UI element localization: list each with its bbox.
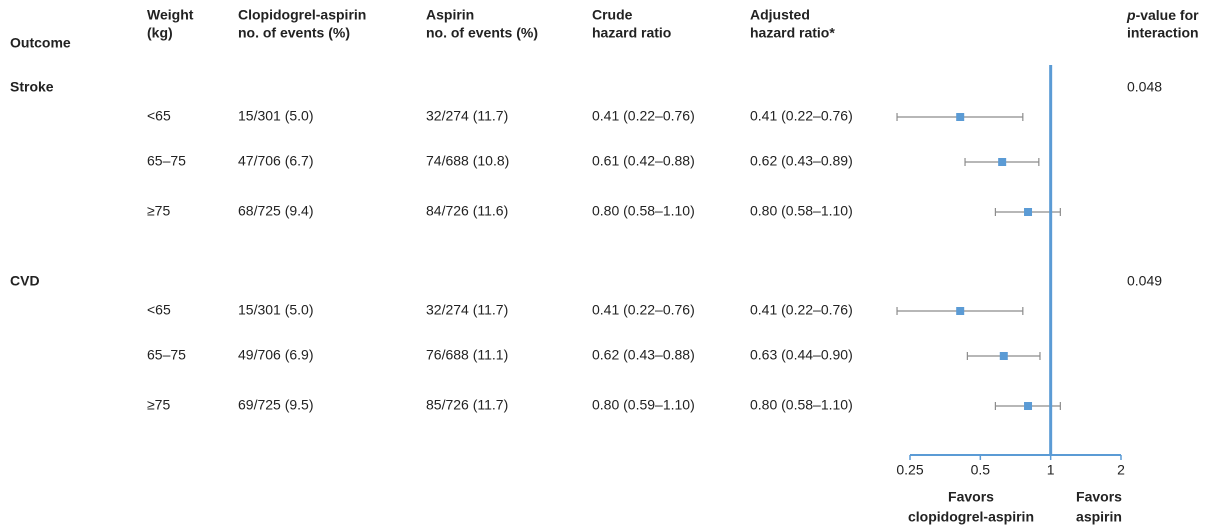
column-header: Aspirin <box>426 7 474 23</box>
cell-crude: 0.80 (0.59–1.10) <box>592 397 695 413</box>
column-header: hazard ratio <box>592 25 671 41</box>
column-header: Crude <box>592 7 633 23</box>
column-header: Clopidogrel-aspirin <box>238 7 366 23</box>
p-italic: p <box>1126 7 1136 23</box>
x-tick-label: 0.25 <box>896 462 923 478</box>
cell-asp: 85/726 (11.7) <box>426 397 508 413</box>
cell-asp: 74/688 (10.8) <box>426 153 509 169</box>
value-label: 0.80 (0.58–1.10) <box>750 397 853 413</box>
value-label: 0.80 (0.58–1.10) <box>750 203 853 219</box>
hr-marker <box>1024 208 1033 216</box>
column-header: p-value for <box>1126 7 1199 23</box>
value-label: 0.41 (0.22–0.76) <box>750 302 853 318</box>
favors-label: aspirin <box>1076 509 1122 525</box>
favors-label: Favors <box>1076 489 1122 505</box>
group-name: Stroke <box>10 79 54 95</box>
cell-weight: ≥75 <box>147 203 170 219</box>
hr-marker <box>1024 402 1033 410</box>
cell-asp: 32/274 (11.7) <box>426 108 508 124</box>
cell-clop: 49/706 (6.9) <box>238 347 314 363</box>
x-tick-label: 0.5 <box>971 462 991 478</box>
cell-crude: 0.61 (0.42–0.88) <box>592 153 695 169</box>
cell-clop: 69/725 (9.5) <box>238 397 314 413</box>
column-header: Weight <box>147 7 194 23</box>
hr-marker <box>956 113 965 121</box>
hr-marker <box>998 158 1007 166</box>
p-value: 0.048 <box>1127 79 1162 95</box>
cell-clop: 68/725 (9.4) <box>238 203 314 219</box>
cell-asp: 32/274 (11.7) <box>426 302 508 318</box>
column-header: interaction <box>1127 25 1199 41</box>
column-header: hazard ratio* <box>750 25 835 41</box>
favors-label: clopidogrel-aspirin <box>908 509 1034 525</box>
cell-asp: 76/688 (11.1) <box>426 347 508 363</box>
column-header: no. of events (%) <box>238 25 350 41</box>
cell-crude: 0.41 (0.22–0.76) <box>592 108 695 124</box>
group-name: CVD <box>10 273 40 289</box>
x-tick-label: 1 <box>1047 462 1055 478</box>
column-header: (kg) <box>147 25 173 41</box>
column-header: no. of events (%) <box>426 25 538 41</box>
x-tick-label: 2 <box>1117 462 1125 478</box>
cell-clop: 47/706 (6.7) <box>238 153 314 169</box>
cell-crude: 0.80 (0.58–1.10) <box>592 203 695 219</box>
value-label: 0.62 (0.43–0.89) <box>750 153 853 169</box>
p-rest: -value for <box>1136 7 1200 23</box>
cell-weight: 65–75 <box>147 153 186 169</box>
cell-clop: 15/301 (5.0) <box>238 302 314 318</box>
cell-weight: <65 <box>147 108 171 124</box>
cell-asp: 84/726 (11.6) <box>426 203 508 219</box>
column-header: Adjusted <box>750 7 810 23</box>
cell-crude: 0.62 (0.43–0.88) <box>592 347 695 363</box>
cell-weight: ≥75 <box>147 397 170 413</box>
value-label: 0.63 (0.44–0.90) <box>750 347 853 363</box>
cell-crude: 0.41 (0.22–0.76) <box>592 302 695 318</box>
hr-marker <box>999 352 1008 360</box>
hr-marker <box>956 307 965 315</box>
column-header: Outcome <box>10 35 71 51</box>
cell-weight: <65 <box>147 302 171 318</box>
value-label: 0.41 (0.22–0.76) <box>750 108 853 124</box>
p-value: 0.049 <box>1127 273 1162 289</box>
favors-label: Favors <box>948 489 994 505</box>
cell-clop: 15/301 (5.0) <box>238 108 314 124</box>
cell-weight: 65–75 <box>147 347 186 363</box>
